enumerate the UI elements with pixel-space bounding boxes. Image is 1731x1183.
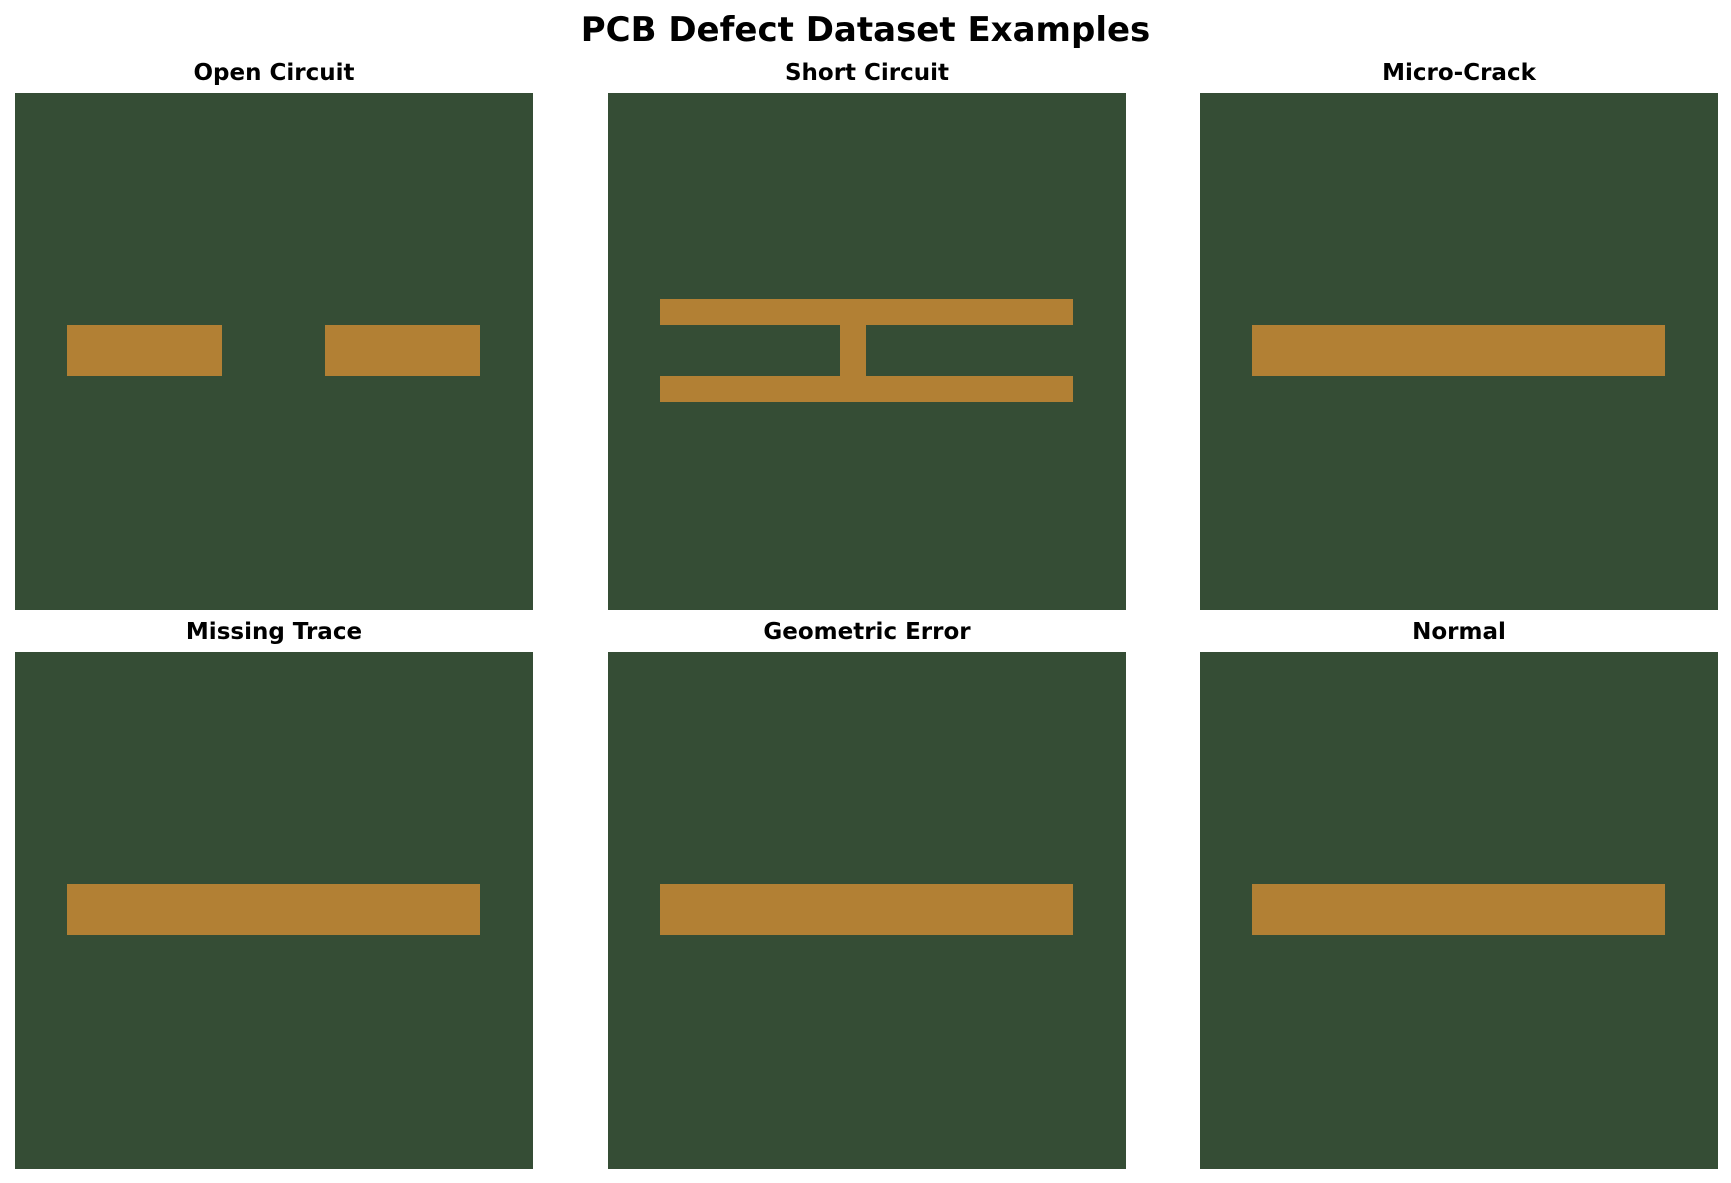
- figure-title: PCB Defect Dataset Examples: [580, 10, 1151, 50]
- copper-trace: [67, 325, 222, 376]
- panel-missing-trace: [15, 652, 533, 1169]
- copper-trace: [67, 884, 480, 935]
- panel-title-short-circuit: Short Circuit: [784, 60, 950, 86]
- copper-trace: [660, 299, 1073, 325]
- panel-title-open-circuit: Open Circuit: [193, 60, 355, 86]
- copper-trace: [1252, 325, 1665, 376]
- panel-geometric-error: [608, 652, 1126, 1169]
- copper-trace: [660, 884, 1073, 935]
- panel-normal: [1200, 652, 1718, 1169]
- panel-short-circuit: [608, 93, 1126, 610]
- copper-trace: [325, 325, 480, 376]
- panel-title-micro-crack: Micro-Crack: [1382, 60, 1536, 86]
- panel-title-missing-trace: Missing Trace: [185, 619, 363, 645]
- panel-title-geometric-error: Geometric Error: [763, 619, 971, 645]
- panel-open-circuit: [15, 93, 533, 610]
- copper-trace: [840, 325, 866, 376]
- panel-micro-crack: [1200, 93, 1718, 610]
- panel-title-normal: Normal: [1412, 619, 1506, 645]
- copper-trace: [660, 376, 1073, 402]
- copper-trace: [1252, 884, 1665, 935]
